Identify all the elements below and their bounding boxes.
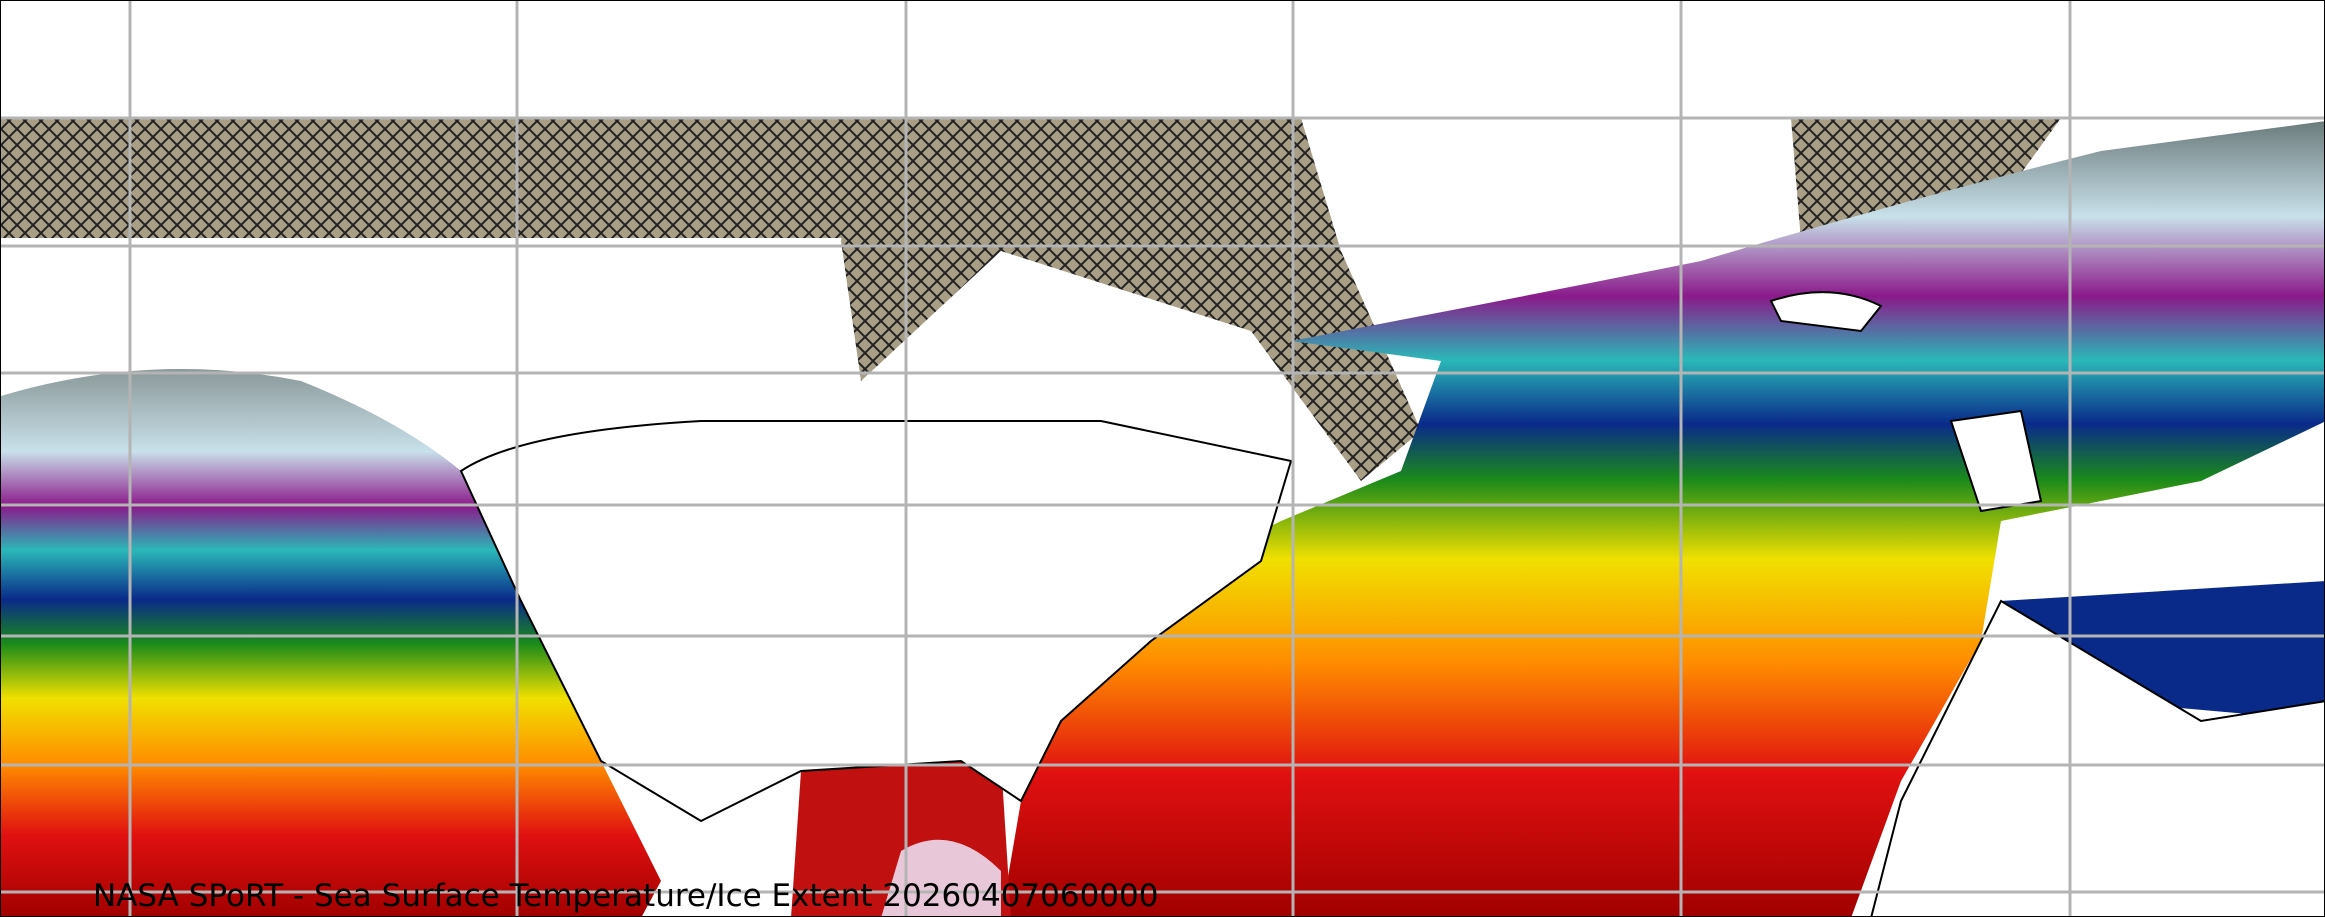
map-caption: NASA SPoRT - Sea Surface Temperature/Ice… [93, 878, 1159, 914]
land-outlines [459, 291, 2324, 916]
gulf-of-mexico-sst [791, 753, 1011, 916]
ice-extent [1, 118, 2061, 481]
atlantic-ocean-sst [1001, 121, 2324, 916]
